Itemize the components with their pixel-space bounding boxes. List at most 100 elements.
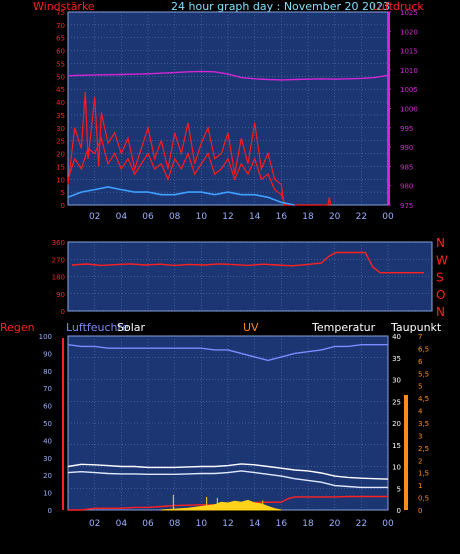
x-tick-label: 12: [222, 519, 233, 529]
x-tick-label: 04: [116, 212, 128, 222]
uv-tick-label: 1,5: [418, 470, 429, 478]
solar-area: [161, 499, 282, 511]
pressure-tick-label: 1015: [400, 48, 418, 56]
compass-label: N: [436, 305, 445, 319]
series-line: [71, 251, 424, 274]
x-tick-label: 06: [142, 519, 154, 529]
label-temperature: Temperatur: [311, 321, 376, 334]
series-line: [67, 470, 388, 489]
wind-tick-label: 55: [56, 60, 65, 68]
temperature-tick-label: 5: [397, 485, 401, 493]
uv-tick-label: 5: [418, 383, 422, 391]
x-tick-label: 10: [196, 519, 208, 529]
wind-tick-label: 0: [61, 202, 65, 210]
direction-tick-label: 90: [56, 291, 65, 299]
x-tick-label: 22: [356, 212, 367, 222]
humidity-tick-label: 80: [43, 368, 52, 376]
series-line: [67, 463, 389, 480]
temperature-tick-label: 30: [392, 377, 401, 385]
wind-tick-label: 30: [56, 125, 65, 133]
x-tick-label: 16: [276, 519, 288, 529]
humidity-tick-label: 0: [48, 507, 52, 515]
wind-tick-label: 60: [56, 48, 65, 56]
uv-tick-label: 3,5: [418, 420, 429, 428]
x-tick-label: 14: [249, 519, 261, 529]
humidity-tick-label: 100: [39, 333, 52, 341]
compass-label: O: [436, 288, 445, 302]
x-tick-label: 00: [382, 519, 394, 529]
pressure-tick-label: 1020: [400, 28, 418, 36]
wind-tick-label: 35: [56, 112, 65, 120]
x-tick-label: 10: [196, 212, 208, 222]
x-tick-label: 20: [329, 212, 341, 222]
x-tick-label: 04: [116, 519, 128, 529]
wind-tick-label: 75: [56, 9, 65, 17]
wind-tick-label: 45: [56, 86, 65, 94]
x-tick-label: 02: [89, 212, 100, 222]
temperature-tick-label: 40: [392, 333, 401, 341]
x-tick-label: 14: [249, 212, 261, 222]
uv-tick-label: 7: [418, 333, 422, 341]
pressure-tick-label: 1010: [400, 67, 418, 75]
humidity-tick-label: 40: [43, 437, 52, 445]
x-tick-label: 08: [169, 212, 181, 222]
series-line: [67, 91, 332, 206]
uv-tick-label: 5,5: [418, 370, 429, 378]
temperature-tick-label: 0: [397, 507, 401, 515]
compass-label: S: [436, 271, 444, 285]
uv-tick-label: 1: [418, 482, 422, 490]
humidity-tick-label: 10: [43, 490, 52, 498]
label-solar: Solar: [117, 321, 146, 334]
compass-label: W: [436, 253, 448, 267]
direction-tick-label: 270: [52, 256, 65, 264]
uv-tick-label: 2: [418, 457, 422, 465]
wind-tick-label: 20: [56, 151, 65, 159]
pressure-tick-label: 980: [400, 183, 413, 191]
wind-tick-label: 40: [56, 99, 65, 107]
uv-tick-label: 6,5: [418, 345, 429, 353]
uv-tick-label: 0,5: [418, 495, 429, 503]
humidity-tick-label: 20: [43, 472, 52, 480]
direction-tick-label: 180: [52, 274, 65, 282]
x-tick-label: 22: [356, 519, 367, 529]
label-humidity: Luftfeuchte: [66, 321, 129, 334]
direction-tick-label: 360: [52, 239, 65, 247]
chart-title: 24 hour graph day : November 20 2023: [171, 0, 390, 13]
uv-tick-label: 6: [418, 358, 423, 366]
x-tick-label: 08: [169, 519, 181, 529]
pressure-tick-label: 1025: [400, 9, 418, 17]
header-left-label: Windstärke: [33, 0, 95, 13]
series-line: [67, 70, 389, 81]
wind-tick-label: 15: [56, 163, 65, 171]
x-tick-label: 02: [89, 519, 100, 529]
pressure-tick-label: 975: [400, 202, 413, 210]
uv-tick-label: 4: [418, 408, 423, 416]
series-line: [67, 344, 388, 362]
label-rain: Regen: [0, 321, 35, 334]
series-line: [67, 186, 295, 206]
temperature-tick-label: 35: [392, 355, 401, 363]
humidity-tick-label: 60: [43, 403, 52, 411]
x-tick-label: 00: [382, 212, 394, 222]
uv-tick-label: 2,5: [418, 445, 429, 453]
wind-tick-label: 10: [56, 176, 65, 184]
wind-tick-label: 65: [56, 35, 65, 43]
wind-tick-label: 25: [56, 138, 65, 146]
humidity-tick-label: 70: [43, 385, 52, 393]
wind-tick-label: 50: [56, 73, 65, 81]
x-tick-label: 18: [302, 212, 314, 222]
temperature-tick-label: 20: [392, 420, 401, 428]
label-dewpoint: Taupunkt: [390, 321, 442, 334]
x-tick-label: 12: [222, 212, 233, 222]
label-uv: UV: [243, 321, 259, 334]
series-line: [67, 136, 286, 206]
temperature-tick-label: 25: [392, 398, 401, 406]
uv-tick-label: 4,5: [418, 395, 429, 403]
pressure-tick-label: 985: [400, 163, 413, 171]
direction-tick-label: 0: [61, 308, 65, 316]
pressure-tick-label: 990: [400, 144, 413, 152]
uv-tick-label: 3: [418, 432, 422, 440]
x-tick-label: 18: [302, 519, 314, 529]
wind-tick-label: 70: [56, 22, 65, 30]
